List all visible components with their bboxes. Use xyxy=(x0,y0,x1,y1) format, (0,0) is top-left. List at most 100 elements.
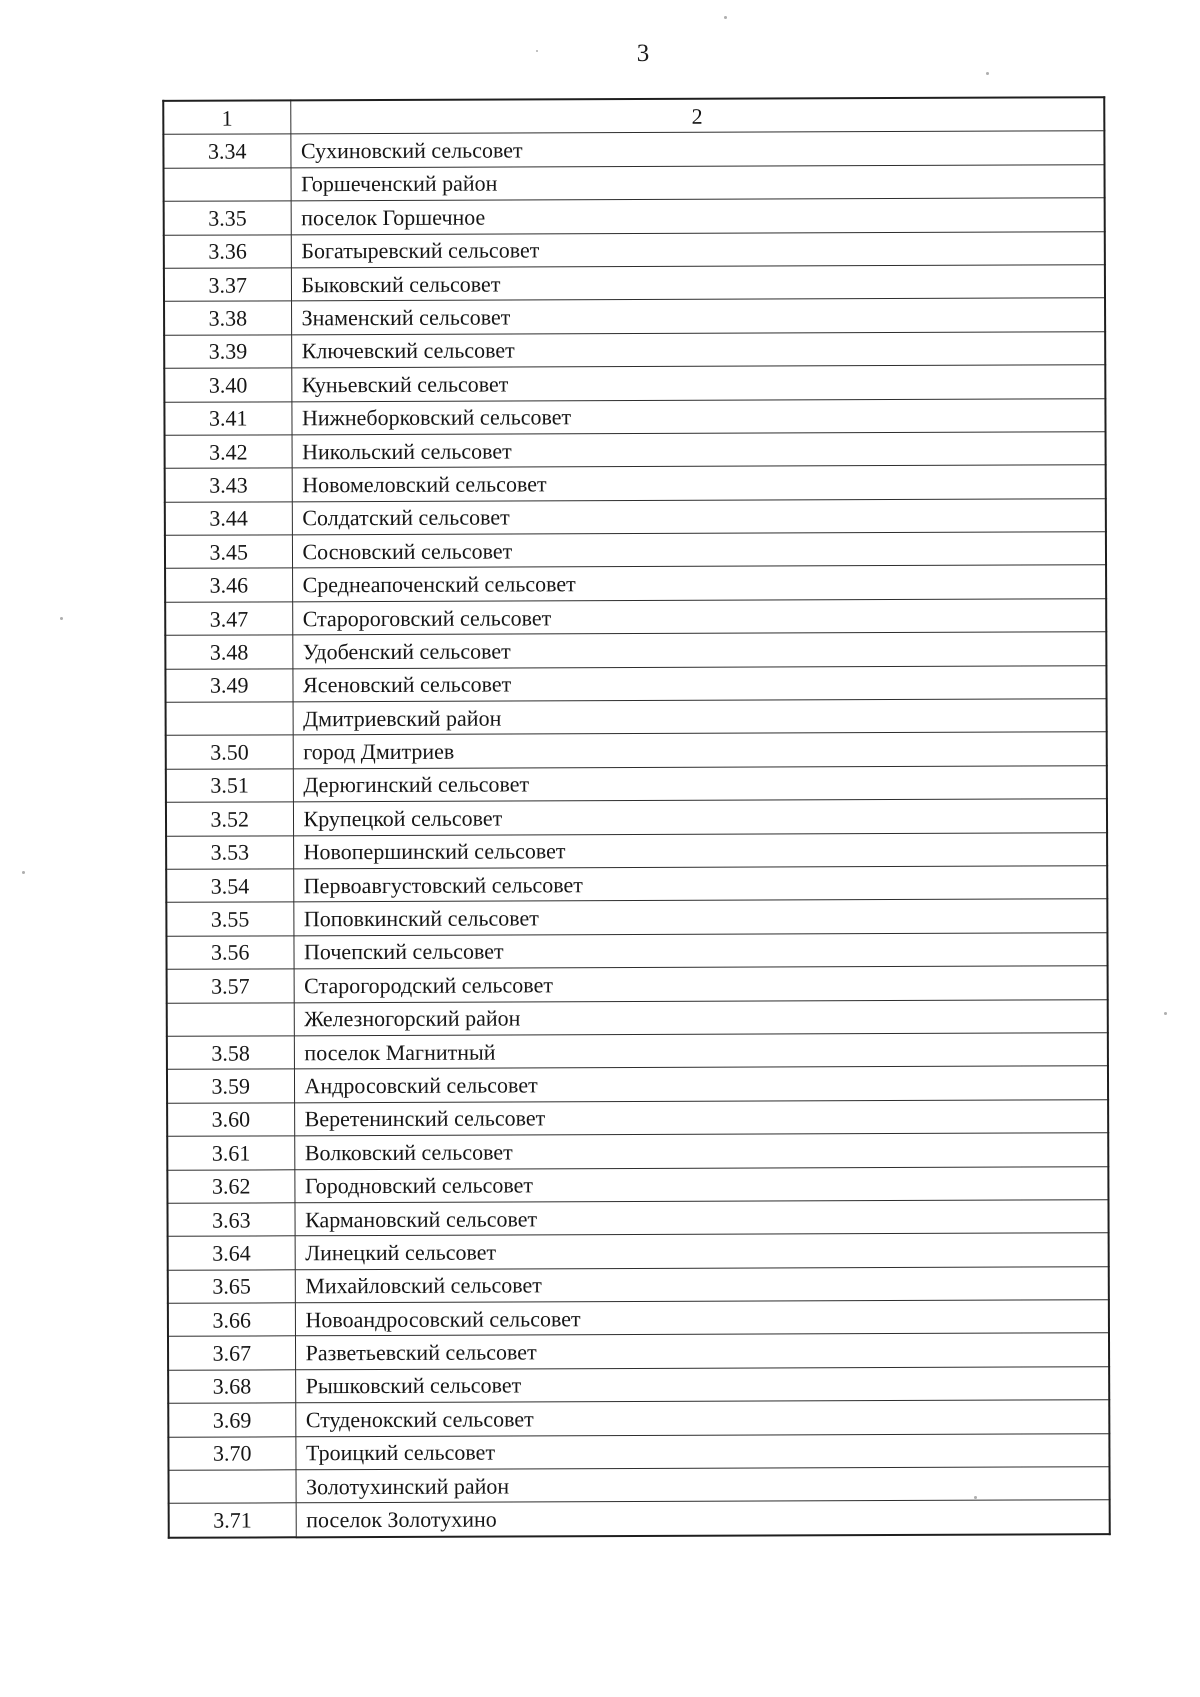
table-row: 3.68 Рышковский сельсовет xyxy=(168,1366,1110,1404)
municipality-name-cell: Солдатский сельсовет xyxy=(291,498,1106,535)
row-number-cell: 3.48 xyxy=(165,635,293,669)
table-row: 3.44 Солдатский сельсовет xyxy=(164,498,1106,536)
table-row: 3.65 Михайловский сельсовет xyxy=(167,1266,1109,1304)
table-row: 3.59 Андросовский сельсовет xyxy=(166,1066,1109,1104)
district-header-row: Железногорский район xyxy=(166,999,1108,1037)
municipality-name-cell: Ключевский сельсовет xyxy=(291,331,1106,368)
municipality-name-cell: Новопершинский сельсовет xyxy=(293,832,1108,869)
table-body: 3.34 Сухиновский сельсовет Горшеченский ра… xyxy=(163,131,1110,1538)
scan-speck xyxy=(974,1496,977,1499)
page-number: 3 xyxy=(636,40,650,67)
row-number-cell: 3.45 xyxy=(164,534,293,569)
municipality-name-cell: Ясеновский сельсовет xyxy=(292,665,1107,702)
table-header-row: 1 2 xyxy=(163,97,1105,135)
row-number-cell: 3.65 xyxy=(167,1269,295,1304)
row-number-cell: 3.43 xyxy=(164,468,292,502)
table-row: 3.67 Разветьевский сельсовет xyxy=(167,1333,1110,1371)
row-number-cell: 3.39 xyxy=(164,334,292,369)
district-name-cell: Железногорский район xyxy=(293,999,1108,1036)
municipality-name-cell: поселок Золотухино xyxy=(295,1500,1110,1538)
table-row: 3.50 город Дмитриев xyxy=(165,732,1107,770)
row-number-cell: 3.40 xyxy=(164,367,292,402)
row-number-cell: 3.51 xyxy=(165,768,293,803)
table-row: 3.64 Линецкий сельсовет xyxy=(167,1232,1109,1270)
municipality-name-cell: Первоавгустовский сельсовет xyxy=(293,865,1108,903)
municipality-name-cell: Троицкий сельсовет xyxy=(295,1433,1110,1470)
table-row: 3.58 поселок Магнитный xyxy=(166,1032,1108,1070)
row-number-cell: 3.61 xyxy=(167,1135,295,1170)
table-row: 3.40 Куньевский сельсовет xyxy=(164,364,1106,402)
row-number-cell: 3.35 xyxy=(163,200,291,235)
table-row: 3.46 Среднеапоченский сельсовет xyxy=(165,565,1107,603)
municipality-name-cell: Городновский сельсовет xyxy=(294,1166,1109,1203)
municipality-name-cell: Крупецкой сельсовет xyxy=(292,798,1108,836)
municipality-name-cell: Волковский сельсовет xyxy=(294,1132,1109,1170)
table-row: 3.62 Городновский сельсовет xyxy=(167,1166,1109,1204)
row-number-cell xyxy=(168,1469,296,1504)
row-number-cell: 3.60 xyxy=(167,1102,295,1137)
table-row: 3.51 Дерюгинский сельсовет xyxy=(165,765,1107,803)
table-row: 3.47 Старороговский сельсовет xyxy=(165,598,1107,636)
scan-speck xyxy=(536,50,538,52)
table-row: 3.53 Новопершинский сельсовет xyxy=(166,832,1108,870)
row-number-cell: 3.36 xyxy=(163,234,291,269)
municipality-name-cell: Рышковский сельсовет xyxy=(295,1366,1110,1404)
municipality-name-cell: Михайловский сельсовет xyxy=(294,1266,1109,1303)
municipality-name-cell: Куньевский сельсовет xyxy=(291,364,1106,402)
row-number-cell: 3.42 xyxy=(164,434,292,469)
row-number-cell: 3.52 xyxy=(165,802,294,836)
table-row: 3.70 Троицкий сельсовет xyxy=(168,1433,1110,1471)
municipality-name-cell: Разветьевский сельсовет xyxy=(294,1333,1110,1370)
table-row: 3.35 поселок Горшечное xyxy=(163,197,1105,235)
scan-speck xyxy=(1164,1012,1167,1015)
row-number-cell: 3.59 xyxy=(166,1069,295,1104)
row-number-cell: 3.54 xyxy=(166,868,294,903)
row-number-cell xyxy=(163,167,291,202)
table-row: 3.52 Крупецкой сельсовет xyxy=(165,798,1108,836)
scan-speck xyxy=(448,454,450,456)
municipality-name-cell: Среднеапоченский сельсовет xyxy=(292,565,1107,602)
table-row: 3.45 Сосновский сельсовет xyxy=(164,531,1107,569)
row-number-cell xyxy=(166,1002,294,1037)
row-number-cell: 3.37 xyxy=(163,267,292,302)
row-number-cell: 3.57 xyxy=(166,968,294,1003)
row-number-cell: 3.53 xyxy=(166,835,294,870)
row-number-cell: 3.70 xyxy=(168,1436,296,1471)
municipality-name-cell: Удобенский сельсовет xyxy=(292,631,1107,669)
row-number-cell: 3.71 xyxy=(168,1503,296,1538)
municipality-name-cell: Веретенинский сельсовет xyxy=(294,1099,1109,1136)
row-number-cell: 3.56 xyxy=(166,935,294,970)
table-row: 3.54 Первоавгустовский сельсовет xyxy=(166,865,1108,903)
municipality-name-cell: Сосновский сельсовет xyxy=(291,531,1107,569)
table-row: 3.43 Новомеловский сельсовет xyxy=(164,464,1106,502)
municipality-name-cell: Андросовский сельсовет xyxy=(293,1066,1109,1103)
district-header-row: Дмитриевский район xyxy=(165,698,1107,736)
municipality-name-cell: Студенокский сельсовет xyxy=(295,1399,1110,1437)
row-number-cell: 3.55 xyxy=(166,902,294,937)
district-header-row: Золотухинский район xyxy=(168,1466,1110,1504)
table-row: 3.39 Ключевский сельсовет xyxy=(164,331,1106,369)
table-row: 3.36 Богатыревский сельсовет xyxy=(163,231,1105,269)
table-row: 3.48 Удобенский сельсовет xyxy=(165,631,1107,669)
scan-speck xyxy=(724,16,727,19)
table-row: 3.38 Знаменский сельсовет xyxy=(164,298,1106,336)
row-number-cell: 3.66 xyxy=(167,1302,295,1337)
table-row: 3.69 Студенокский сельсовет xyxy=(168,1399,1110,1437)
municipality-name-cell: Сухиновский сельсовет xyxy=(290,131,1105,168)
municipality-name-cell: Новоандросовский сельсовет xyxy=(294,1299,1109,1337)
table-row: 3.60 Веретенинский сельсовет xyxy=(167,1099,1109,1137)
table-row: 3.61 Волковский сельсовет xyxy=(167,1132,1109,1170)
row-number-cell: 3.38 xyxy=(164,301,292,336)
row-number-cell: 3.64 xyxy=(167,1236,295,1270)
row-number-cell: 3.47 xyxy=(165,601,293,636)
municipality-name-cell: Новомеловский сельсовет xyxy=(291,464,1106,502)
row-number-cell: 3.41 xyxy=(164,401,292,436)
row-number-cell: 3.63 xyxy=(167,1202,295,1237)
municipality-name-cell: Кармановский сельсовет xyxy=(294,1199,1109,1237)
table-row: 3.49 Ясеновский сельсовет xyxy=(165,665,1107,703)
row-number-cell: 3.34 xyxy=(163,134,291,169)
municipality-name-cell: поселок Магнитный xyxy=(293,1032,1108,1070)
scan-speck xyxy=(986,72,989,75)
table-row: 3.66 Новоандросовский сельсовет xyxy=(167,1299,1109,1337)
